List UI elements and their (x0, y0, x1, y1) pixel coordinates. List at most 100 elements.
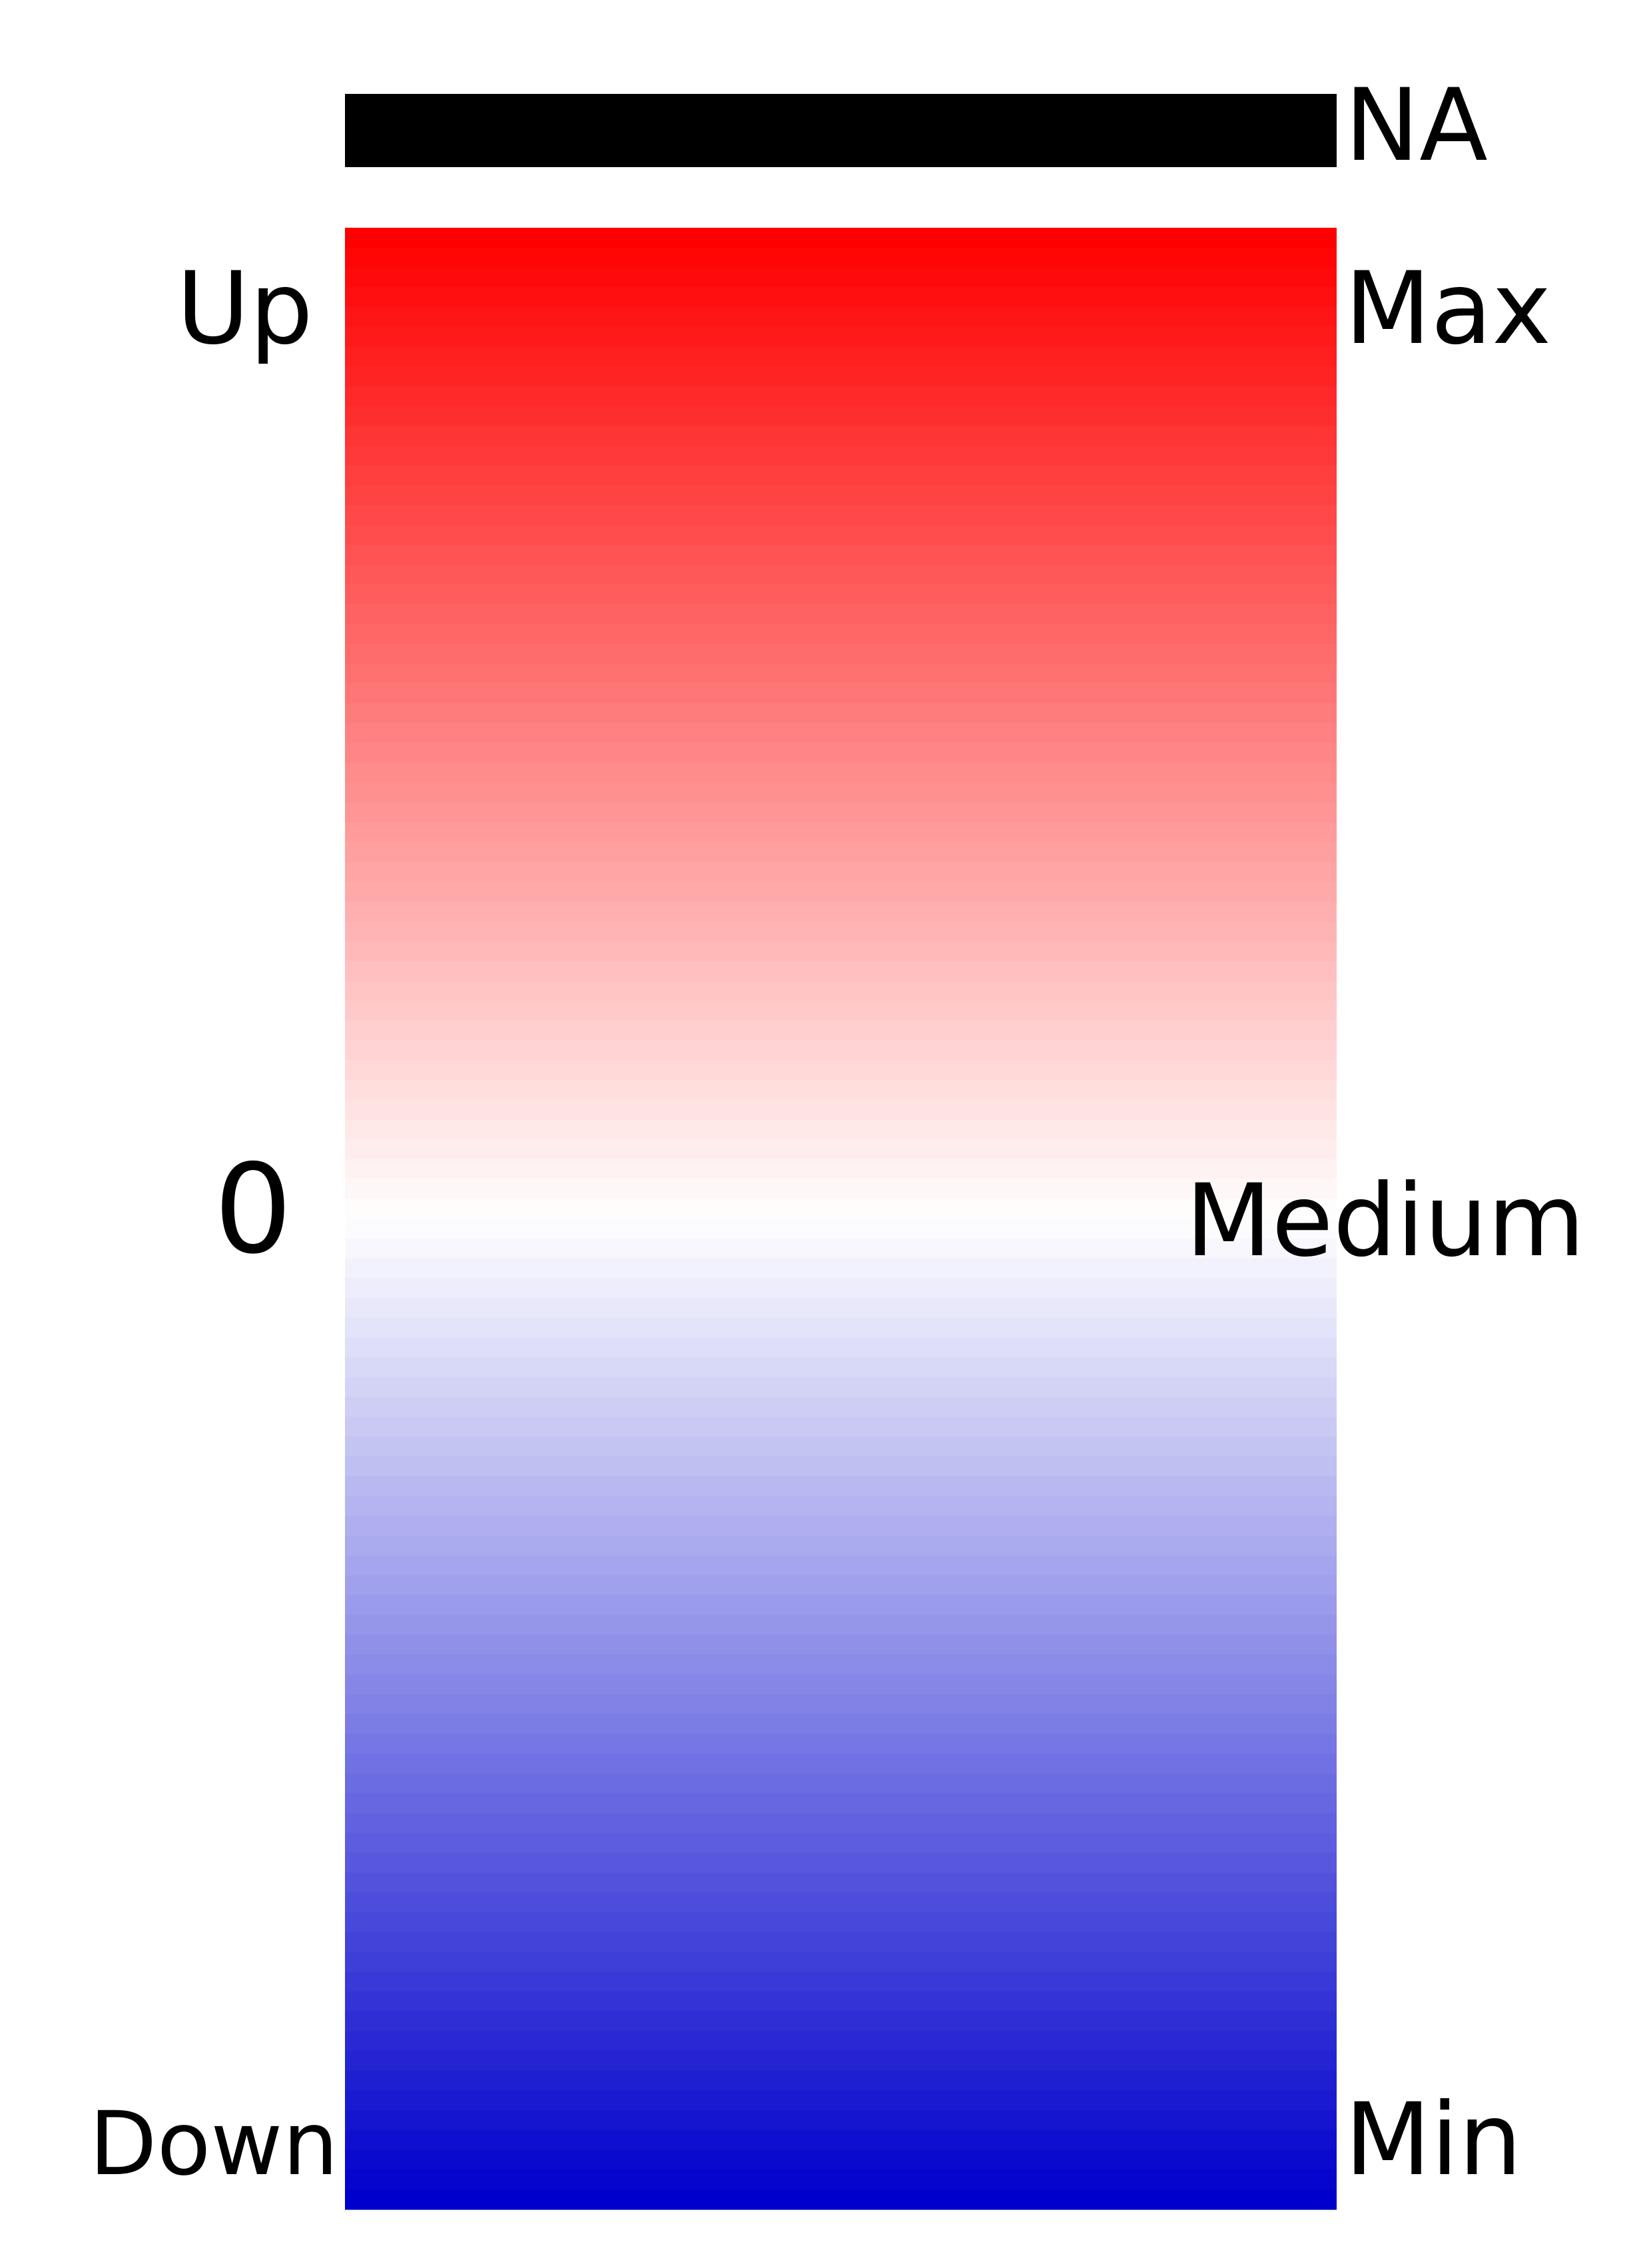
gradient-band (345, 901, 1337, 922)
gradient-band (345, 505, 1337, 525)
gradient-band (345, 2050, 1337, 2072)
gradient-band (345, 663, 1337, 685)
gradient-band (345, 742, 1337, 764)
gradient-band (345, 1238, 1337, 1259)
gradient-band (345, 1258, 1337, 1278)
gradient-band (345, 406, 1337, 427)
gradient-band (345, 1139, 1337, 1160)
gradient-band (345, 822, 1337, 843)
zero-label: 0 (214, 1137, 292, 1281)
gradient-band (345, 604, 1337, 625)
gradient-band (345, 1456, 1337, 1477)
gradient-band (345, 445, 1337, 466)
up-label: Up (176, 251, 313, 367)
gradient-band (345, 703, 1337, 724)
gradient-band (345, 2110, 1337, 2131)
gradient-band (345, 425, 1337, 446)
gradient-band (345, 2189, 1337, 2210)
gradient-band (345, 1872, 1337, 1893)
gradient-band (345, 1476, 1337, 1497)
medium-label: Medium (1185, 1163, 1585, 1279)
gradient-band (345, 782, 1337, 803)
gradient-band (345, 1416, 1337, 1437)
gradient-band (345, 1377, 1337, 1398)
gradient-band (345, 2169, 1337, 2190)
gradient-band (345, 1040, 1337, 1061)
gradient-band (345, 346, 1337, 367)
gradient-band (345, 1059, 1337, 1081)
gradient-band (345, 1733, 1337, 1755)
gradient-band (345, 465, 1337, 486)
gradient-band (345, 1555, 1337, 1576)
gradient-band (345, 1595, 1337, 1615)
gradient-band (345, 1000, 1337, 1021)
gradient-band (345, 1714, 1337, 1735)
gradient-band (345, 485, 1337, 506)
gradient-band (345, 1912, 1337, 1932)
gradient-band (345, 1991, 1337, 2012)
gradient-band (345, 1516, 1337, 1536)
gradient-band (345, 961, 1337, 982)
gradient-band (345, 1753, 1337, 1774)
gradient-band (345, 1654, 1337, 1675)
na-swatch (345, 94, 1337, 167)
gradient-band (345, 2070, 1337, 2092)
gradient-band (345, 1674, 1337, 1695)
gradient-band (345, 1615, 1337, 1635)
gradient-band (345, 1396, 1337, 1418)
gradient-band (345, 683, 1337, 704)
gradient-band (345, 882, 1337, 902)
gradient-band (345, 2031, 1337, 2052)
gradient-band (345, 643, 1337, 665)
gradient-band (345, 2129, 1337, 2151)
gradient-band (345, 584, 1337, 605)
gradient-band (345, 1952, 1337, 1972)
gradient-band (345, 941, 1337, 962)
gradient-band (345, 1357, 1337, 1378)
gradient-band (345, 287, 1337, 308)
gradient-band (345, 247, 1337, 268)
gradient-band (345, 1852, 1337, 1873)
gradient-band (345, 228, 1337, 248)
gradient-band (345, 1317, 1337, 1338)
gradient-band (345, 545, 1337, 565)
gradient-band (345, 1496, 1337, 1516)
gradient-band (345, 1833, 1337, 1853)
gradient-band (345, 1199, 1337, 1219)
gradient-band (345, 1099, 1337, 1120)
gradient-band (345, 1892, 1337, 1913)
gradient-band (345, 1773, 1337, 1794)
max-label: Max (1345, 251, 1551, 367)
gradient-band (345, 1079, 1337, 1101)
gradient-band (345, 1020, 1337, 1041)
gradient-band (345, 842, 1337, 862)
gradient-band (345, 564, 1337, 585)
gradient-band (345, 921, 1337, 942)
gradient-band (345, 307, 1337, 328)
na-label: NA (1345, 68, 1488, 184)
gradient-band (345, 525, 1337, 545)
gradient-band (345, 1932, 1337, 1952)
gradient-band (345, 2011, 1337, 2032)
down-label: Down (89, 2093, 338, 2195)
gradient-band (345, 326, 1337, 348)
gradient-band (345, 1159, 1337, 1180)
gradient-band (345, 1694, 1337, 1715)
gradient-band (345, 1793, 1337, 1814)
gradient-band (345, 1813, 1337, 1834)
gradient-band (345, 802, 1337, 823)
gradient-band (345, 267, 1337, 288)
gradient-band (345, 366, 1337, 387)
min-label: Min (1345, 2082, 1522, 2198)
gradient-band (345, 2149, 1337, 2171)
gradient-band (345, 624, 1337, 645)
gradient-band (345, 1179, 1337, 1199)
gradient-band (345, 1575, 1337, 1596)
gradient-band (345, 723, 1337, 744)
gradient-band (345, 1278, 1337, 1298)
gradient-band (345, 2090, 1337, 2111)
gradient-band (345, 1219, 1337, 1239)
gradient-band (345, 386, 1337, 407)
gradient-band (345, 1119, 1337, 1140)
